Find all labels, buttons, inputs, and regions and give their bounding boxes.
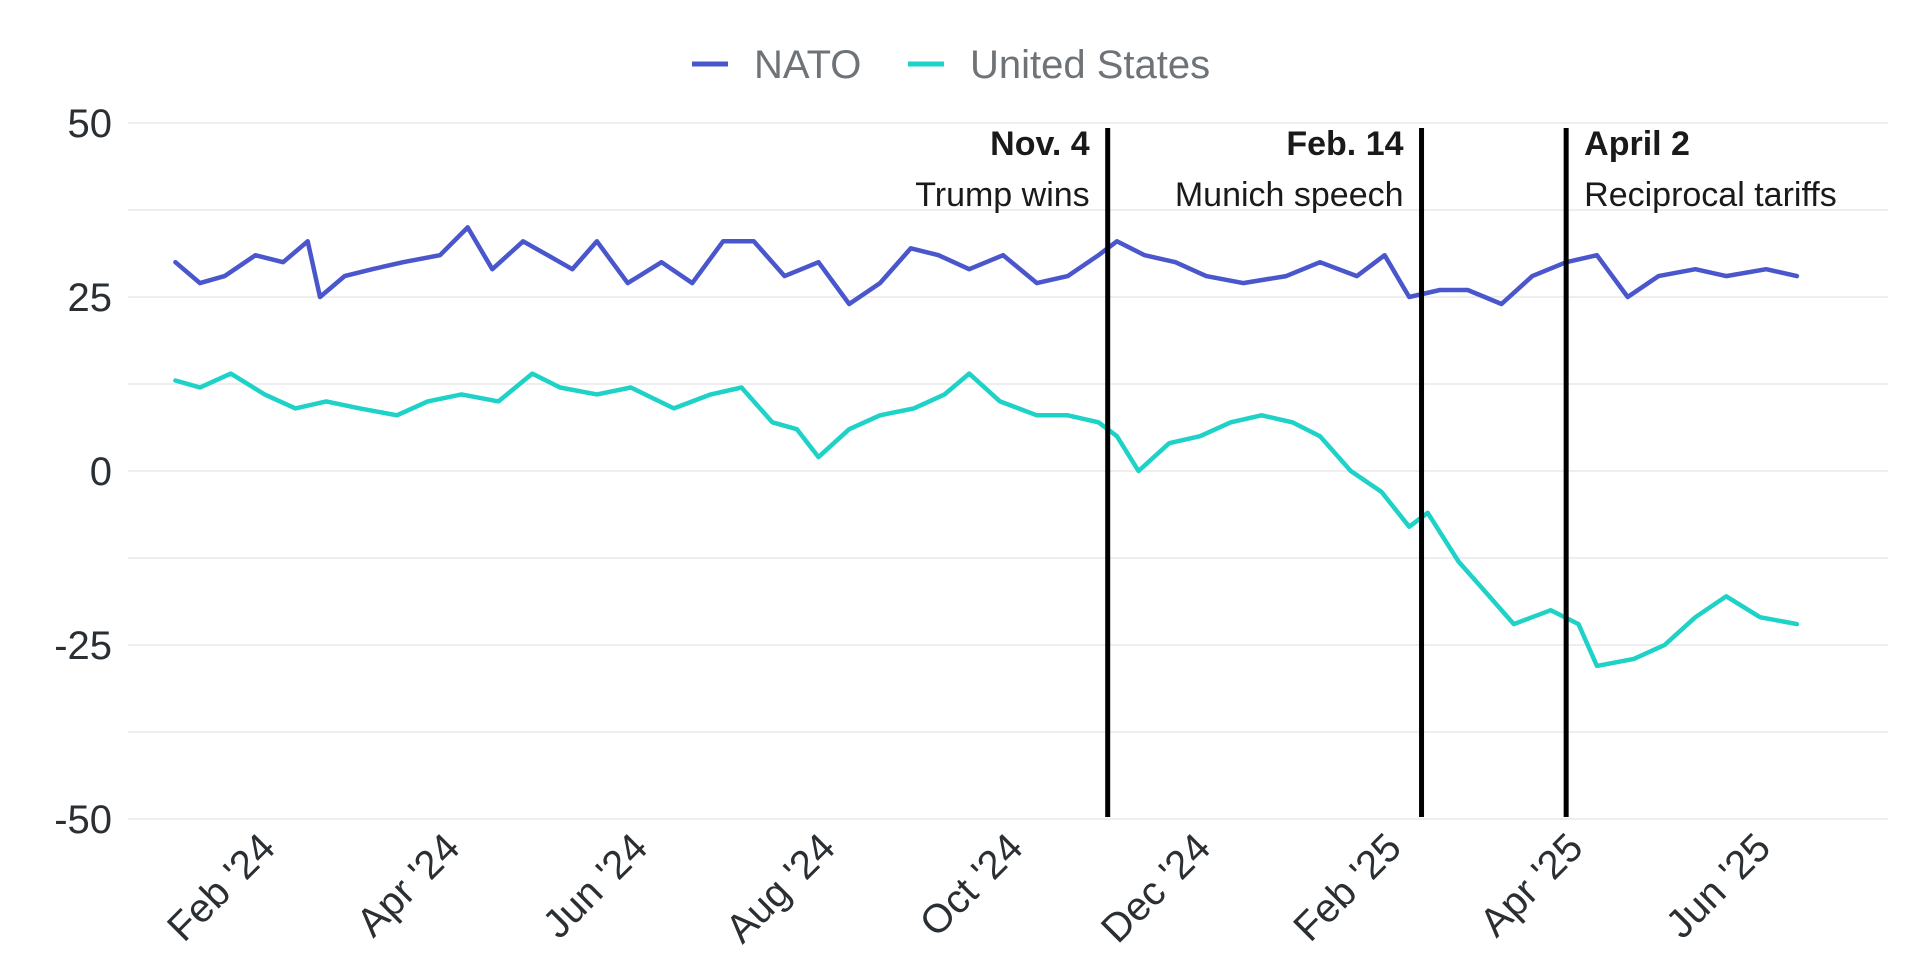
x-tick-label: Feb '24 (159, 825, 284, 950)
series-line-nato (173, 225, 1800, 307)
series-lines (173, 225, 1800, 669)
x-axis-tick-labels: Feb '24 Apr '24 Jun '24 Aug '24 Oct '24 Dec '… (159, 825, 1779, 951)
x-tick-label: Apr '24 (349, 825, 469, 945)
x-tick-label: Aug '24 (718, 825, 844, 951)
gridlines (128, 122, 1888, 820)
x-tick-label: Jun '24 (535, 825, 656, 946)
y-tick-label: 25 (68, 276, 113, 320)
legend-label: NATO (754, 43, 861, 87)
event-label: Reciprocal tariffs (1584, 176, 1837, 214)
event-date-label: Nov. 4 (990, 125, 1090, 163)
event-markers: Nov. 4 Trump wins Feb. 14 Munich speech Apri… (915, 125, 1837, 817)
y-tick-label: 0 (90, 450, 112, 494)
legend-label: United States (970, 43, 1210, 87)
x-tick-label: Feb '25 (1285, 825, 1410, 950)
x-tick-label: Dec '24 (1093, 825, 1219, 951)
event-label: Munich speech (1175, 176, 1404, 214)
x-tick-label: Oct '24 (912, 825, 1032, 945)
legend: NATO United States (692, 43, 1210, 87)
x-tick-label: Apr '25 (1472, 825, 1592, 945)
y-tick-label: -25 (54, 624, 112, 668)
x-tick-label: Jun '25 (1658, 825, 1779, 946)
event-date-label: April 2 (1584, 125, 1690, 163)
series-line-united-states (173, 371, 1800, 669)
y-axis-tick-labels: 50 25 0 -25 -50 (54, 102, 112, 842)
event-label: Trump wins (915, 176, 1089, 214)
event-date-label: Feb. 14 (1286, 125, 1403, 163)
y-tick-label: 50 (68, 102, 113, 146)
y-tick-label: -50 (54, 798, 112, 842)
